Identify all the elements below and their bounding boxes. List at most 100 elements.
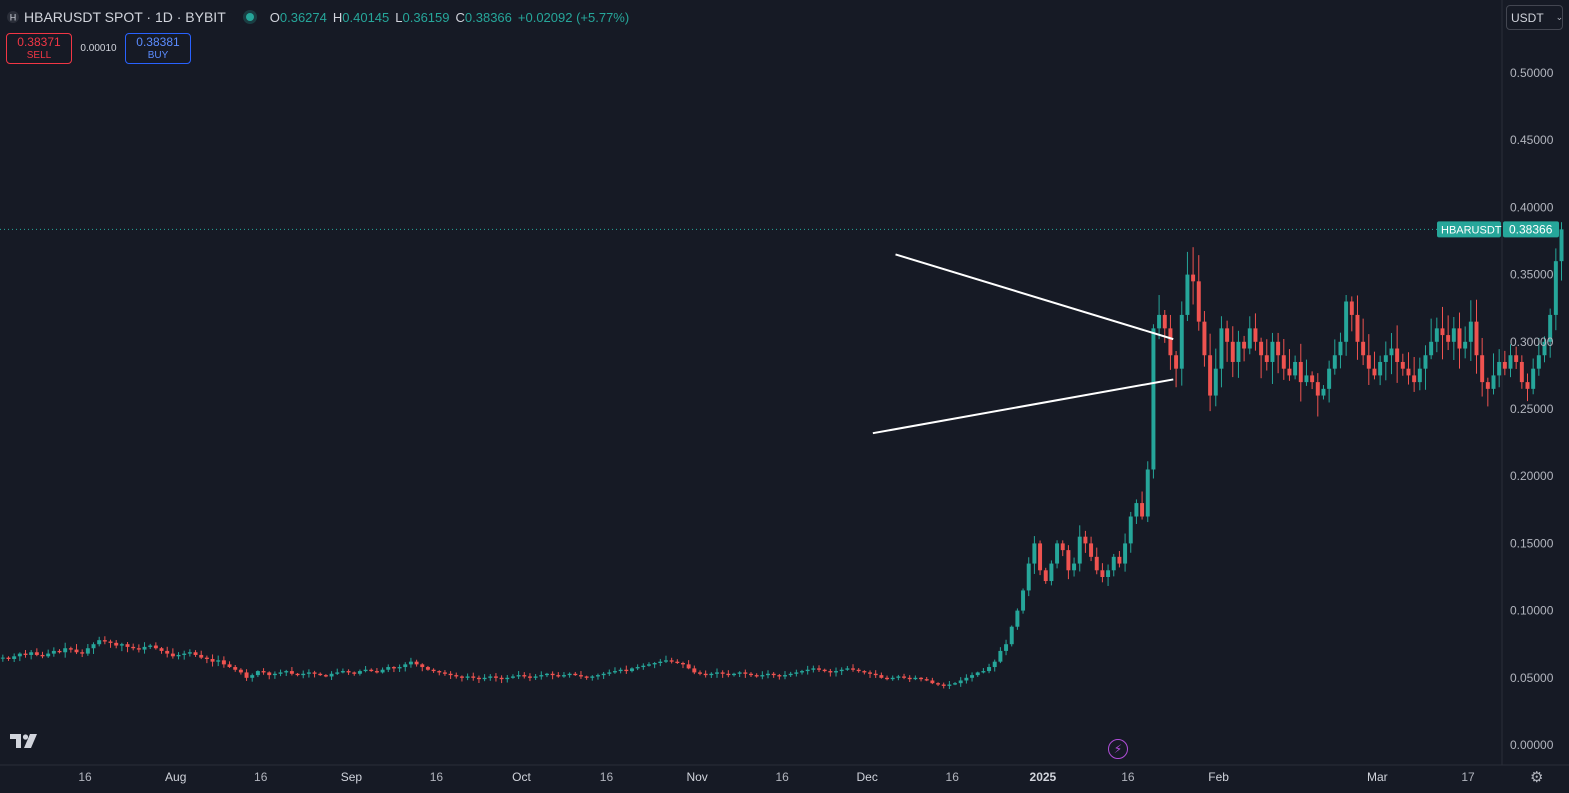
x-tick-label: Sep	[341, 770, 363, 784]
candle	[573, 671, 578, 676]
candle	[902, 673, 907, 680]
candle	[1111, 553, 1116, 577]
candle	[420, 663, 425, 672]
candle	[476, 675, 481, 683]
candle	[1009, 625, 1014, 647]
candle	[6, 656, 11, 661]
price-tag-symbol: HBARUSDT	[1441, 224, 1502, 236]
candle	[1066, 545, 1071, 580]
candle	[1553, 248, 1558, 331]
x-tick-label: 16	[1121, 770, 1135, 784]
candle	[136, 644, 141, 653]
candle	[1264, 339, 1269, 371]
trendline-upper-resistance[interactable]	[895, 253, 1174, 341]
candle	[386, 664, 391, 673]
candle	[91, 642, 96, 654]
candle	[40, 651, 45, 659]
candle	[629, 667, 634, 673]
candle	[148, 643, 153, 649]
candle	[998, 647, 1003, 664]
candle	[635, 664, 640, 671]
candle	[12, 653, 17, 663]
candle	[811, 665, 816, 673]
candle	[1412, 356, 1417, 392]
y-tick-label: 0.40000	[1510, 200, 1554, 214]
candle	[1400, 353, 1405, 376]
y-tick-label: 0.15000	[1510, 536, 1554, 550]
trendline-lower-support[interactable]	[872, 378, 1174, 435]
candle	[1174, 351, 1179, 388]
candle	[777, 673, 782, 680]
candle	[930, 677, 935, 685]
candle	[1236, 330, 1241, 378]
candle	[941, 682, 946, 689]
candle	[1298, 343, 1303, 402]
candle	[584, 675, 589, 680]
symbol-title[interactable]: HBARUSDT SPOT · 1D · BYBIT	[24, 9, 226, 25]
candle	[272, 671, 277, 679]
candle	[760, 671, 765, 680]
trendline-layer[interactable]	[872, 253, 1174, 435]
candlestick-series	[0, 222, 1564, 690]
sell-button[interactable]: 0.38371 SELL	[6, 33, 72, 64]
candle	[992, 659, 997, 672]
candle	[221, 656, 226, 668]
candle	[318, 672, 323, 676]
candle	[182, 650, 187, 660]
candle	[715, 668, 719, 678]
candle	[1225, 320, 1230, 362]
settings-icon[interactable]: ⚙	[1530, 769, 1544, 786]
candle	[295, 672, 300, 677]
candle	[924, 676, 929, 682]
candle	[142, 642, 147, 654]
candle	[1145, 461, 1150, 523]
candle	[1230, 326, 1235, 378]
buy-button[interactable]: 0.38381 BUY	[125, 33, 191, 64]
candle	[1089, 536, 1094, 562]
candle	[1327, 360, 1332, 403]
candle	[1202, 311, 1207, 367]
candle	[335, 668, 340, 675]
candle	[913, 675, 918, 681]
candle	[1485, 377, 1490, 407]
candle	[561, 672, 566, 678]
candle	[244, 669, 249, 681]
market-status-icon[interactable]	[245, 13, 254, 21]
candle	[1191, 247, 1196, 305]
lightning-icon[interactable]: ⚡	[1108, 739, 1128, 759]
candle	[238, 668, 243, 675]
time-axis[interactable]: 16 Aug 16 Sep 16 Oct 16 Nov 16 Dec 16 2025 16 Feb Mar 1…	[78, 770, 1475, 784]
candle	[34, 648, 39, 657]
candle	[323, 674, 328, 678]
candle	[1049, 560, 1054, 586]
candle	[618, 667, 623, 674]
candle	[703, 670, 708, 678]
price-axis[interactable]: 0.50000 0.45000 0.40000 0.35000 0.30000 0.250…	[1510, 66, 1554, 752]
candle	[1128, 511, 1133, 553]
candle	[250, 673, 255, 682]
candle	[493, 673, 498, 682]
candle	[1151, 324, 1156, 479]
currency-select[interactable]: USDT ⌄	[1506, 5, 1563, 30]
candle	[357, 669, 362, 676]
candle	[550, 671, 555, 680]
candle	[1395, 325, 1400, 383]
candle	[1038, 540, 1043, 576]
candle	[1332, 339, 1337, 375]
candle	[102, 636, 107, 645]
candle	[1474, 299, 1479, 374]
candle	[1077, 525, 1082, 572]
candle	[1168, 314, 1173, 370]
candle	[856, 668, 861, 673]
candle	[794, 669, 799, 677]
candle	[119, 642, 124, 652]
spread-value: 0.00010	[80, 43, 117, 54]
candle	[1270, 332, 1275, 384]
candle	[958, 677, 963, 687]
candle	[1021, 588, 1026, 614]
tradingview-logo-icon[interactable]	[10, 733, 42, 749]
candle	[267, 671, 272, 680]
candle	[204, 655, 209, 664]
candle	[346, 669, 351, 675]
